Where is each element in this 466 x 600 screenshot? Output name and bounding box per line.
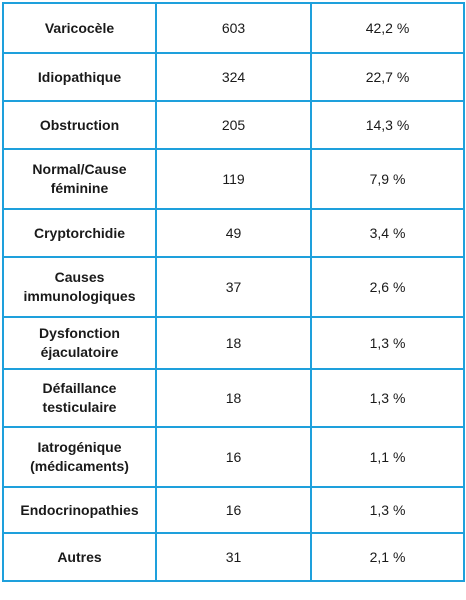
percent-cell: 14,3 % [310, 100, 465, 150]
percent-cell: 22,7 % [310, 52, 465, 102]
percent-cell: 42,2 % [310, 2, 465, 54]
percent-cell: 1,3 % [310, 368, 465, 428]
cause-cell: Endocrinopathies [2, 486, 157, 534]
table-row: Autres 31 2,1 % [2, 532, 465, 582]
table-row: Endocrinopathies 16 1,3 % [2, 486, 465, 534]
count-cell: 49 [155, 208, 312, 258]
percent-cell: 2,6 % [310, 256, 465, 318]
table-row: Défaillance testiculaire 18 1,3 % [2, 368, 465, 428]
percent-cell: 3,4 % [310, 208, 465, 258]
count-cell: 18 [155, 316, 312, 370]
percent-cell: 7,9 % [310, 148, 465, 210]
table-row: Varicocèle 603 42,2 % [2, 2, 465, 54]
count-cell: 16 [155, 426, 312, 488]
count-cell: 119 [155, 148, 312, 210]
table-row: Iatrogénique (médicaments) 16 1,1 % [2, 426, 465, 488]
table-row: Normal/Cause féminine 119 7,9 % [2, 148, 465, 210]
cause-cell: Causes immunologiques [2, 256, 157, 318]
count-cell: 31 [155, 532, 312, 582]
count-cell: 18 [155, 368, 312, 428]
cause-cell: Normal/Cause féminine [2, 148, 157, 210]
cause-cell: Varicocèle [2, 2, 157, 54]
cause-cell: Obstruction [2, 100, 157, 150]
cause-cell: Idiopathique [2, 52, 157, 102]
data-table: Varicocèle 603 42,2 % Idiopathique 324 22,7 %… [2, 2, 465, 582]
table-row: Dysfonction éjaculatoire 18 1,3 % [2, 316, 465, 370]
table-row: Idiopathique 324 22,7 % [2, 52, 465, 102]
table-body: Varicocèle 603 42,2 % Idiopathique 324 22,7 %… [2, 2, 465, 582]
count-cell: 603 [155, 2, 312, 54]
percent-cell: 2,1 % [310, 532, 465, 582]
count-cell: 205 [155, 100, 312, 150]
table-row: Obstruction 205 14,3 % [2, 100, 465, 150]
table-row: Cryptorchidie 49 3,4 % [2, 208, 465, 258]
cause-cell: Autres [2, 532, 157, 582]
percent-cell: 1,3 % [310, 486, 465, 534]
cause-cell: Dysfonction éjaculatoire [2, 316, 157, 370]
percent-cell: 1,1 % [310, 426, 465, 488]
cause-cell: Iatrogénique (médicaments) [2, 426, 157, 488]
table-row: Causes immunologiques 37 2,6 % [2, 256, 465, 318]
cause-cell: Cryptorchidie [2, 208, 157, 258]
count-cell: 16 [155, 486, 312, 534]
percent-cell: 1,3 % [310, 316, 465, 370]
count-cell: 37 [155, 256, 312, 318]
count-cell: 324 [155, 52, 312, 102]
cause-cell: Défaillance testiculaire [2, 368, 157, 428]
